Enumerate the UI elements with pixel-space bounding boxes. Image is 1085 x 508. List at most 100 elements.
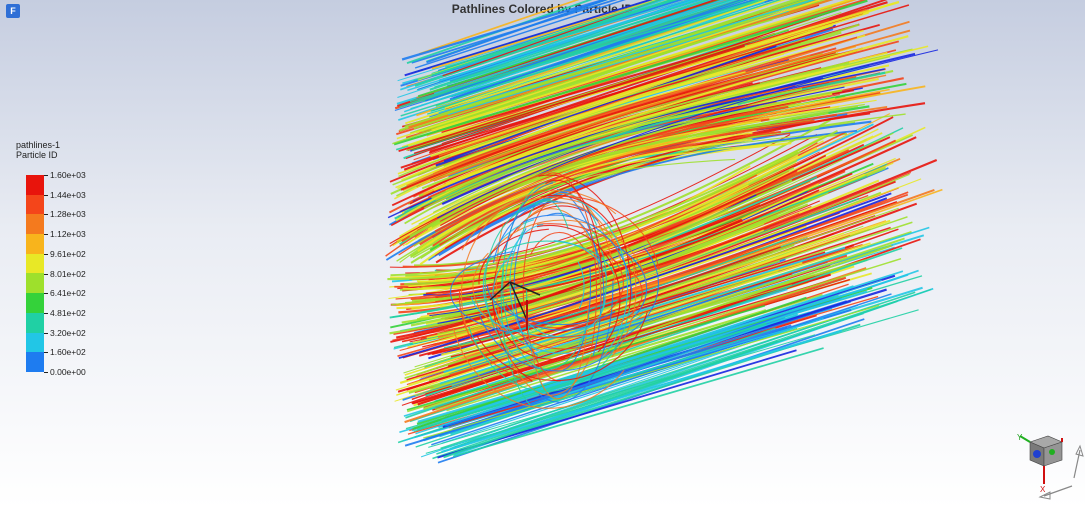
swirl-pathline (492, 205, 585, 382)
colormap-band (26, 194, 44, 215)
legend-name: pathlines-1 (16, 140, 61, 150)
colormap-tick (44, 175, 48, 176)
pathline (419, 0, 580, 55)
pathline (443, 246, 846, 374)
swirl-pathline (520, 199, 569, 240)
swirl-pathline (509, 231, 538, 352)
pathline (401, 0, 607, 61)
pathline (441, 285, 854, 422)
pathline (437, 188, 935, 338)
pathline (397, 71, 746, 190)
pathline (441, 32, 776, 134)
pathlines-group (385, 0, 943, 464)
swirl-pathline (452, 328, 625, 409)
swirl-pathline (460, 190, 617, 335)
swirl-pathline (522, 214, 633, 300)
pathline (423, 304, 880, 439)
pathline (434, 0, 699, 88)
pathline (443, 45, 777, 163)
colormap-tick-label: 1.60e+02 (50, 347, 86, 358)
pathline (438, 0, 814, 114)
pathline (423, 108, 755, 210)
swirl-pathline (577, 261, 585, 310)
pathline (414, 0, 675, 87)
colormap-tick (44, 372, 48, 373)
colormap-tick-label: 3.20e+02 (50, 327, 86, 338)
pathline (402, 136, 891, 292)
pathline (439, 183, 820, 308)
pathline (433, 0, 726, 95)
pathline (431, 0, 853, 132)
colormap-tick (44, 273, 48, 275)
colormap-tick-label: 0.00e+00 (50, 367, 86, 377)
pathline (444, 158, 938, 320)
pathline (398, 63, 736, 178)
pathline (429, 24, 834, 158)
colormap-tick-label: 9.61e+02 (50, 248, 86, 259)
pathline (404, 0, 654, 77)
pathline (431, 88, 803, 199)
pathline (412, 276, 841, 405)
pathline (437, 86, 845, 219)
pathline (406, 304, 766, 411)
pathline (435, 76, 807, 201)
pathline (402, 184, 749, 290)
swirl-pathline (470, 296, 645, 338)
swirl-pathline (472, 252, 515, 336)
swirl-pathline (622, 247, 659, 339)
pathline (416, 0, 766, 117)
swirl-pathline (476, 311, 648, 382)
swirl-pathline (546, 212, 605, 307)
colormap-tick-label: 8.01e+02 (50, 268, 86, 279)
colormap-tick-label: 4.81e+02 (50, 307, 86, 318)
orientation-cube-icon[interactable]: Y X (1017, 433, 1063, 494)
colormap-band (26, 352, 44, 372)
swirl-pathline (504, 224, 544, 281)
swirl-pathline (484, 200, 558, 354)
colormap-tick (44, 352, 48, 354)
swirl-pathline (527, 298, 606, 338)
pathline (444, 0, 769, 110)
app-icon[interactable]: F (6, 4, 20, 18)
pathline (412, 296, 807, 430)
pathline (408, 258, 868, 394)
pathline (450, 226, 891, 358)
swirl-pathline (495, 222, 593, 396)
colormap-tick-label: 1.44e+03 (50, 189, 86, 200)
pathline (445, 0, 676, 69)
pathline (428, 334, 816, 448)
pathline (454, 0, 697, 77)
pathline (392, 175, 868, 318)
pathline (427, 120, 762, 231)
pathline (431, 0, 662, 77)
colormap-band (26, 293, 44, 313)
pathline (402, 323, 804, 442)
swirl-pathline (450, 250, 514, 333)
swirl-pathline (536, 224, 621, 353)
colormap-tick-label: 6.41e+02 (50, 288, 86, 299)
pathline (433, 29, 911, 182)
colormap-tick-label: 1.28e+03 (50, 209, 86, 220)
swirl-pathline (556, 188, 602, 356)
pathline (445, 35, 909, 185)
colormap-band (26, 273, 44, 294)
pathline (406, 12, 842, 151)
pathline (426, 0, 608, 64)
swirl-pathline (492, 252, 572, 354)
swirl-pathline (516, 202, 622, 260)
triad-x-label: X (1040, 485, 1046, 494)
swirl-pathline (530, 231, 588, 256)
swirl-pathline (548, 195, 660, 271)
pathline (452, 347, 824, 458)
colormap-band (26, 332, 44, 353)
pathline (435, 0, 765, 107)
swirl-pathline (517, 332, 592, 350)
pathline (410, 170, 798, 300)
origin-axis-triad (489, 281, 541, 330)
pathline (398, 192, 892, 359)
pathline (433, 65, 844, 192)
pathline (410, 0, 767, 110)
rotate-view-arrows-icon[interactable] (1038, 444, 1084, 500)
